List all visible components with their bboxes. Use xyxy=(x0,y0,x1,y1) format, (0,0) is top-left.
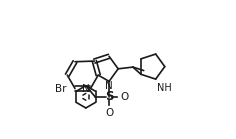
Text: O: O xyxy=(105,108,113,118)
Text: S: S xyxy=(105,90,113,103)
Text: NH: NH xyxy=(157,83,172,93)
Text: N: N xyxy=(105,81,113,91)
Text: O: O xyxy=(121,92,129,102)
Text: Br: Br xyxy=(55,84,66,94)
Text: N: N xyxy=(82,84,90,94)
